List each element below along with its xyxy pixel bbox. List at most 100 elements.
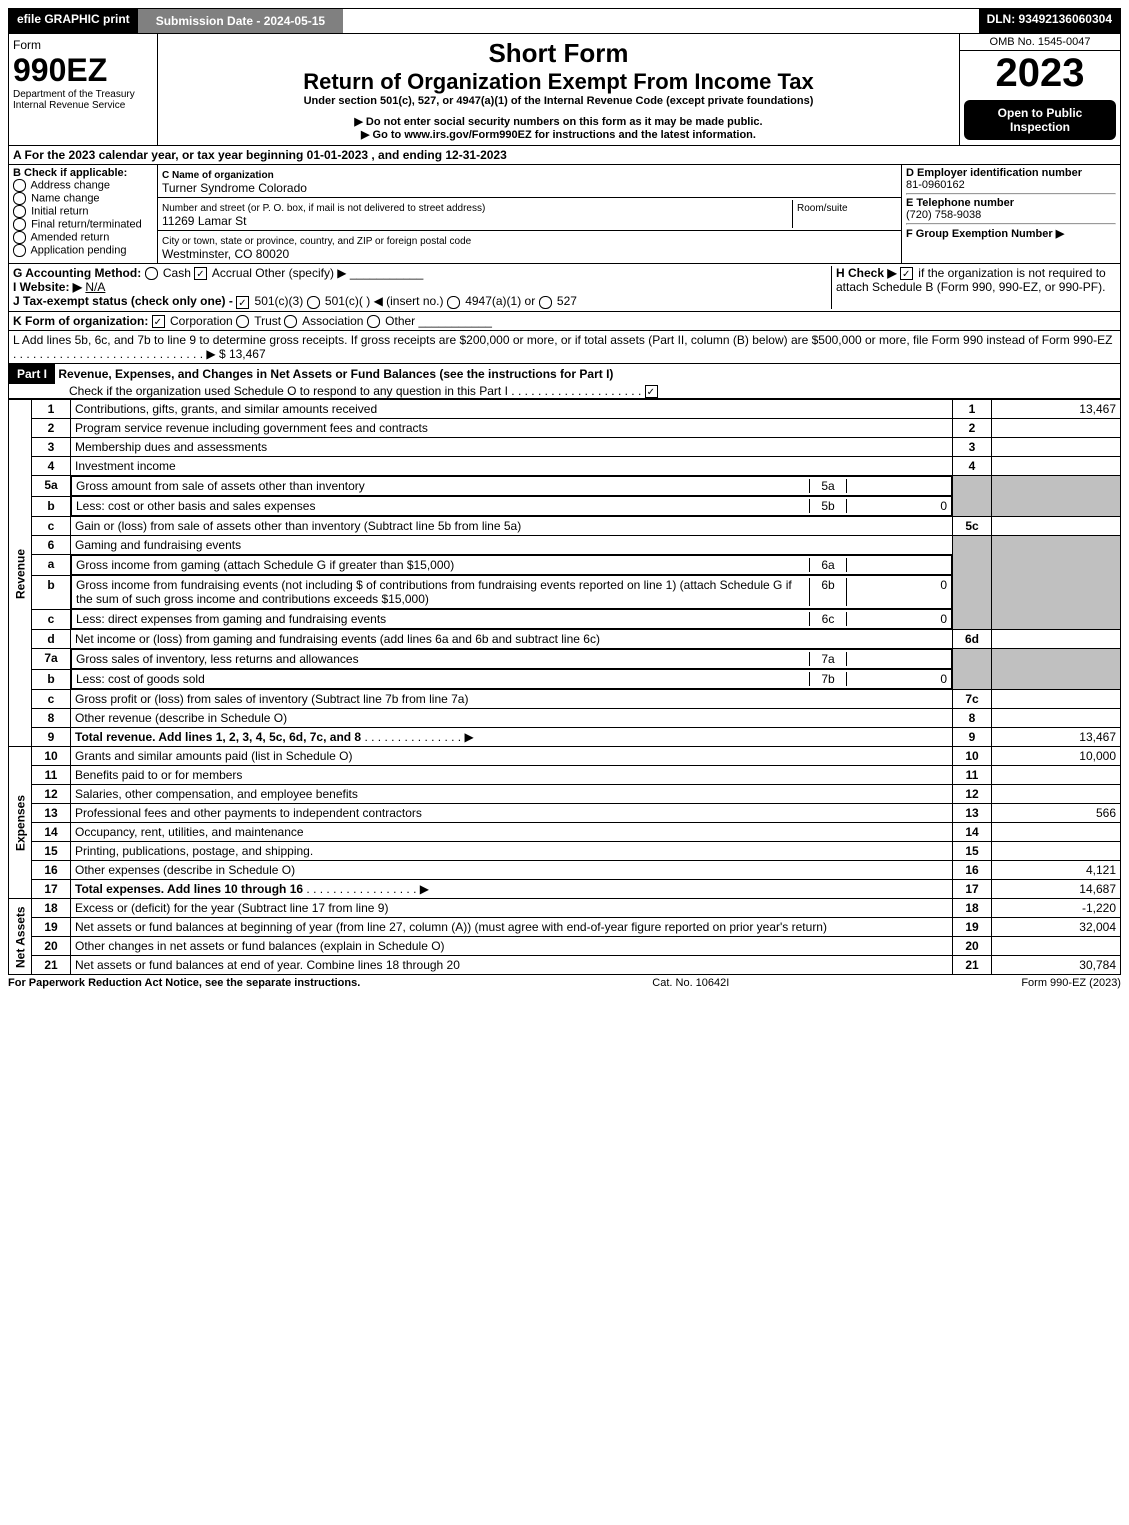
line-7a: Gross sales of inventory, less returns a… xyxy=(76,652,809,666)
line-10-amt: 10,000 xyxy=(992,747,1121,766)
line-8: Other revenue (describe in Schedule O) xyxy=(71,709,953,728)
line-19: Net assets or fund balances at beginning… xyxy=(71,918,953,937)
line-14: Occupancy, rent, utilities, and maintena… xyxy=(71,823,953,842)
j-label: J Tax-exempt status (check only one) - xyxy=(13,294,233,308)
b-application-pending[interactable]: Application pending xyxy=(30,244,126,256)
b-address-change[interactable]: Address change xyxy=(30,179,110,191)
i-label: I Website: ▶ xyxy=(13,280,82,294)
c-name-label: C Name of organization xyxy=(162,170,274,181)
l-text: L Add lines 5b, 6c, and 7b to line 9 to … xyxy=(13,333,1112,347)
line-6a: Gross income from gaming (attach Schedul… xyxy=(76,558,809,572)
footer-form: Form 990-EZ (2023) xyxy=(1021,977,1121,989)
tel-value: (720) 758-9038 xyxy=(906,209,981,221)
line-6b: Gross income from fundraising events (no… xyxy=(76,578,809,606)
line-k: K Form of organization: Corporation Trus… xyxy=(8,312,1121,331)
line-6c-amt: 0 xyxy=(847,612,947,626)
k-association[interactable]: Association xyxy=(302,314,363,328)
g-cash[interactable]: Cash xyxy=(163,266,191,280)
j-4947[interactable]: 4947(a)(1) or xyxy=(465,294,535,308)
form-header: Form 990EZ Department of the Treasury In… xyxy=(8,34,1121,146)
g-label: G Accounting Method: xyxy=(13,266,141,280)
line-a: A For the 2023 calendar year, or tax yea… xyxy=(8,146,1121,165)
org-name: Turner Syndrome Colorado xyxy=(162,181,307,195)
group-exemption-label: F Group Exemption Number ▶ xyxy=(906,228,1064,240)
section-b: B Check if applicable: Address change Na… xyxy=(9,165,158,263)
form-number: 990EZ xyxy=(13,52,153,89)
line-18: Excess or (deficit) for the year (Subtra… xyxy=(71,899,953,918)
schedule-o-check[interactable] xyxy=(645,385,658,398)
line-21-amt: 30,784 xyxy=(992,956,1121,975)
ssn-warning: ▶ Do not enter social security numbers o… xyxy=(162,115,955,128)
title-long: Return of Organization Exempt From Incom… xyxy=(162,69,955,95)
line-6c: Less: direct expenses from gaming and fu… xyxy=(76,612,809,626)
h-label: H Check ▶ xyxy=(836,266,897,280)
k-corporation[interactable]: Corporation xyxy=(170,314,233,328)
footer-cat: Cat. No. 10642I xyxy=(652,977,729,989)
entity-section: B Check if applicable: Address change Na… xyxy=(8,165,1121,264)
b-label: B Check if applicable: xyxy=(13,167,127,179)
line-17: Total expenses. Add lines 10 through 16 xyxy=(75,882,303,896)
line-4: Investment income xyxy=(71,457,953,476)
line-7b: Less: cost of goods sold xyxy=(76,672,809,686)
line-9: Total revenue. Add lines 1, 2, 3, 4, 5c,… xyxy=(75,730,361,744)
j-527[interactable]: 527 xyxy=(557,294,577,308)
line-5b: Less: cost or other basis and sales expe… xyxy=(76,499,809,513)
j-501c[interactable]: 501(c)( ) ◀ (insert no.) xyxy=(325,294,444,308)
form-label: Form xyxy=(13,38,153,52)
line-13: Professional fees and other payments to … xyxy=(71,804,953,823)
b-initial-return[interactable]: Initial return xyxy=(31,205,88,217)
website-value: N/A xyxy=(85,280,105,294)
line-21: Net assets or fund balances at end of ye… xyxy=(71,956,953,975)
page-footer: For Paperwork Reduction Act Notice, see … xyxy=(8,975,1121,989)
g-other[interactable]: Other (specify) ▶ xyxy=(255,266,346,280)
line-20: Other changes in net assets or fund bala… xyxy=(71,937,953,956)
l-amount: ▶ $ 13,467 xyxy=(206,347,265,361)
c-street-label: Number and street (or P. O. box, if mail… xyxy=(162,203,485,214)
line-15: Printing, publications, postage, and shi… xyxy=(71,842,953,861)
org-street: 11269 Lamar St xyxy=(162,214,247,228)
dept-treasury: Department of the Treasury xyxy=(13,89,153,100)
line-11: Benefits paid to or for members xyxy=(71,766,953,785)
k-trust[interactable]: Trust xyxy=(254,314,281,328)
top-bar: efile GRAPHIC print Submission Date - 20… xyxy=(8,8,1121,34)
line-6: Gaming and fundraising events xyxy=(71,536,953,555)
omb: OMB No. 1545-0047 xyxy=(960,34,1120,51)
section-d: D Employer identification number 81-0960… xyxy=(901,165,1120,263)
line-9-amt: 13,467 xyxy=(992,728,1121,747)
part-i-table: Revenue 1Contributions, gifts, grants, a… xyxy=(8,399,1121,975)
part-i-header: Part I Revenue, Expenses, and Changes in… xyxy=(8,364,1121,399)
net-assets-label: Net Assets xyxy=(9,899,32,975)
submission-date: Submission Date - 2024-05-15 xyxy=(146,12,335,30)
line-16-amt: 4,121 xyxy=(992,861,1121,880)
line-2: Program service revenue including govern… xyxy=(71,419,953,438)
line-l: L Add lines 5b, 6c, and 7b to line 9 to … xyxy=(8,331,1121,364)
dept-irs: Internal Revenue Service xyxy=(13,100,153,111)
h-checkbox[interactable] xyxy=(900,267,913,280)
part-i-check-o: Check if the organization used Schedule … xyxy=(9,384,508,398)
line-5c: Gain or (loss) from sale of assets other… xyxy=(71,517,953,536)
c-room-label: Room/suite xyxy=(797,203,848,214)
b-name-change[interactable]: Name change xyxy=(31,192,100,204)
line-7c: Gross profit or (loss) from sales of inv… xyxy=(71,690,953,709)
g-accrual[interactable]: Accrual xyxy=(212,266,252,280)
ein-label: D Employer identification number xyxy=(906,167,1082,179)
line-g-h: G Accounting Method: Cash Accrual Other … xyxy=(8,264,1121,312)
j-501c3[interactable]: 501(c)(3) xyxy=(255,294,304,308)
org-city: Westminster, CO 80020 xyxy=(162,247,289,261)
line-18-amt: -1,220 xyxy=(992,899,1121,918)
open-public-badge: Open to Public Inspection xyxy=(964,100,1116,140)
revenue-label: Revenue xyxy=(9,400,32,747)
line-19-amt: 32,004 xyxy=(992,918,1121,937)
b-amended-return[interactable]: Amended return xyxy=(30,231,109,243)
k-label: K Form of organization: xyxy=(13,314,148,328)
line-5a: Gross amount from sale of assets other t… xyxy=(76,479,809,493)
b-final-return[interactable]: Final return/terminated xyxy=(31,218,142,230)
efile-print[interactable]: efile GRAPHIC print xyxy=(9,9,138,33)
footer-left: For Paperwork Reduction Act Notice, see … xyxy=(8,977,360,989)
goto-link[interactable]: ▶ Go to www.irs.gov/Form990EZ for instru… xyxy=(162,128,955,141)
k-other[interactable]: Other xyxy=(385,314,415,328)
line-6d: Net income or (loss) from gaming and fun… xyxy=(71,630,953,649)
section-c: C Name of organization Turner Syndrome C… xyxy=(158,165,901,263)
ein-value: 81-0960162 xyxy=(906,179,965,191)
line-10: Grants and similar amounts paid (list in… xyxy=(71,747,953,766)
